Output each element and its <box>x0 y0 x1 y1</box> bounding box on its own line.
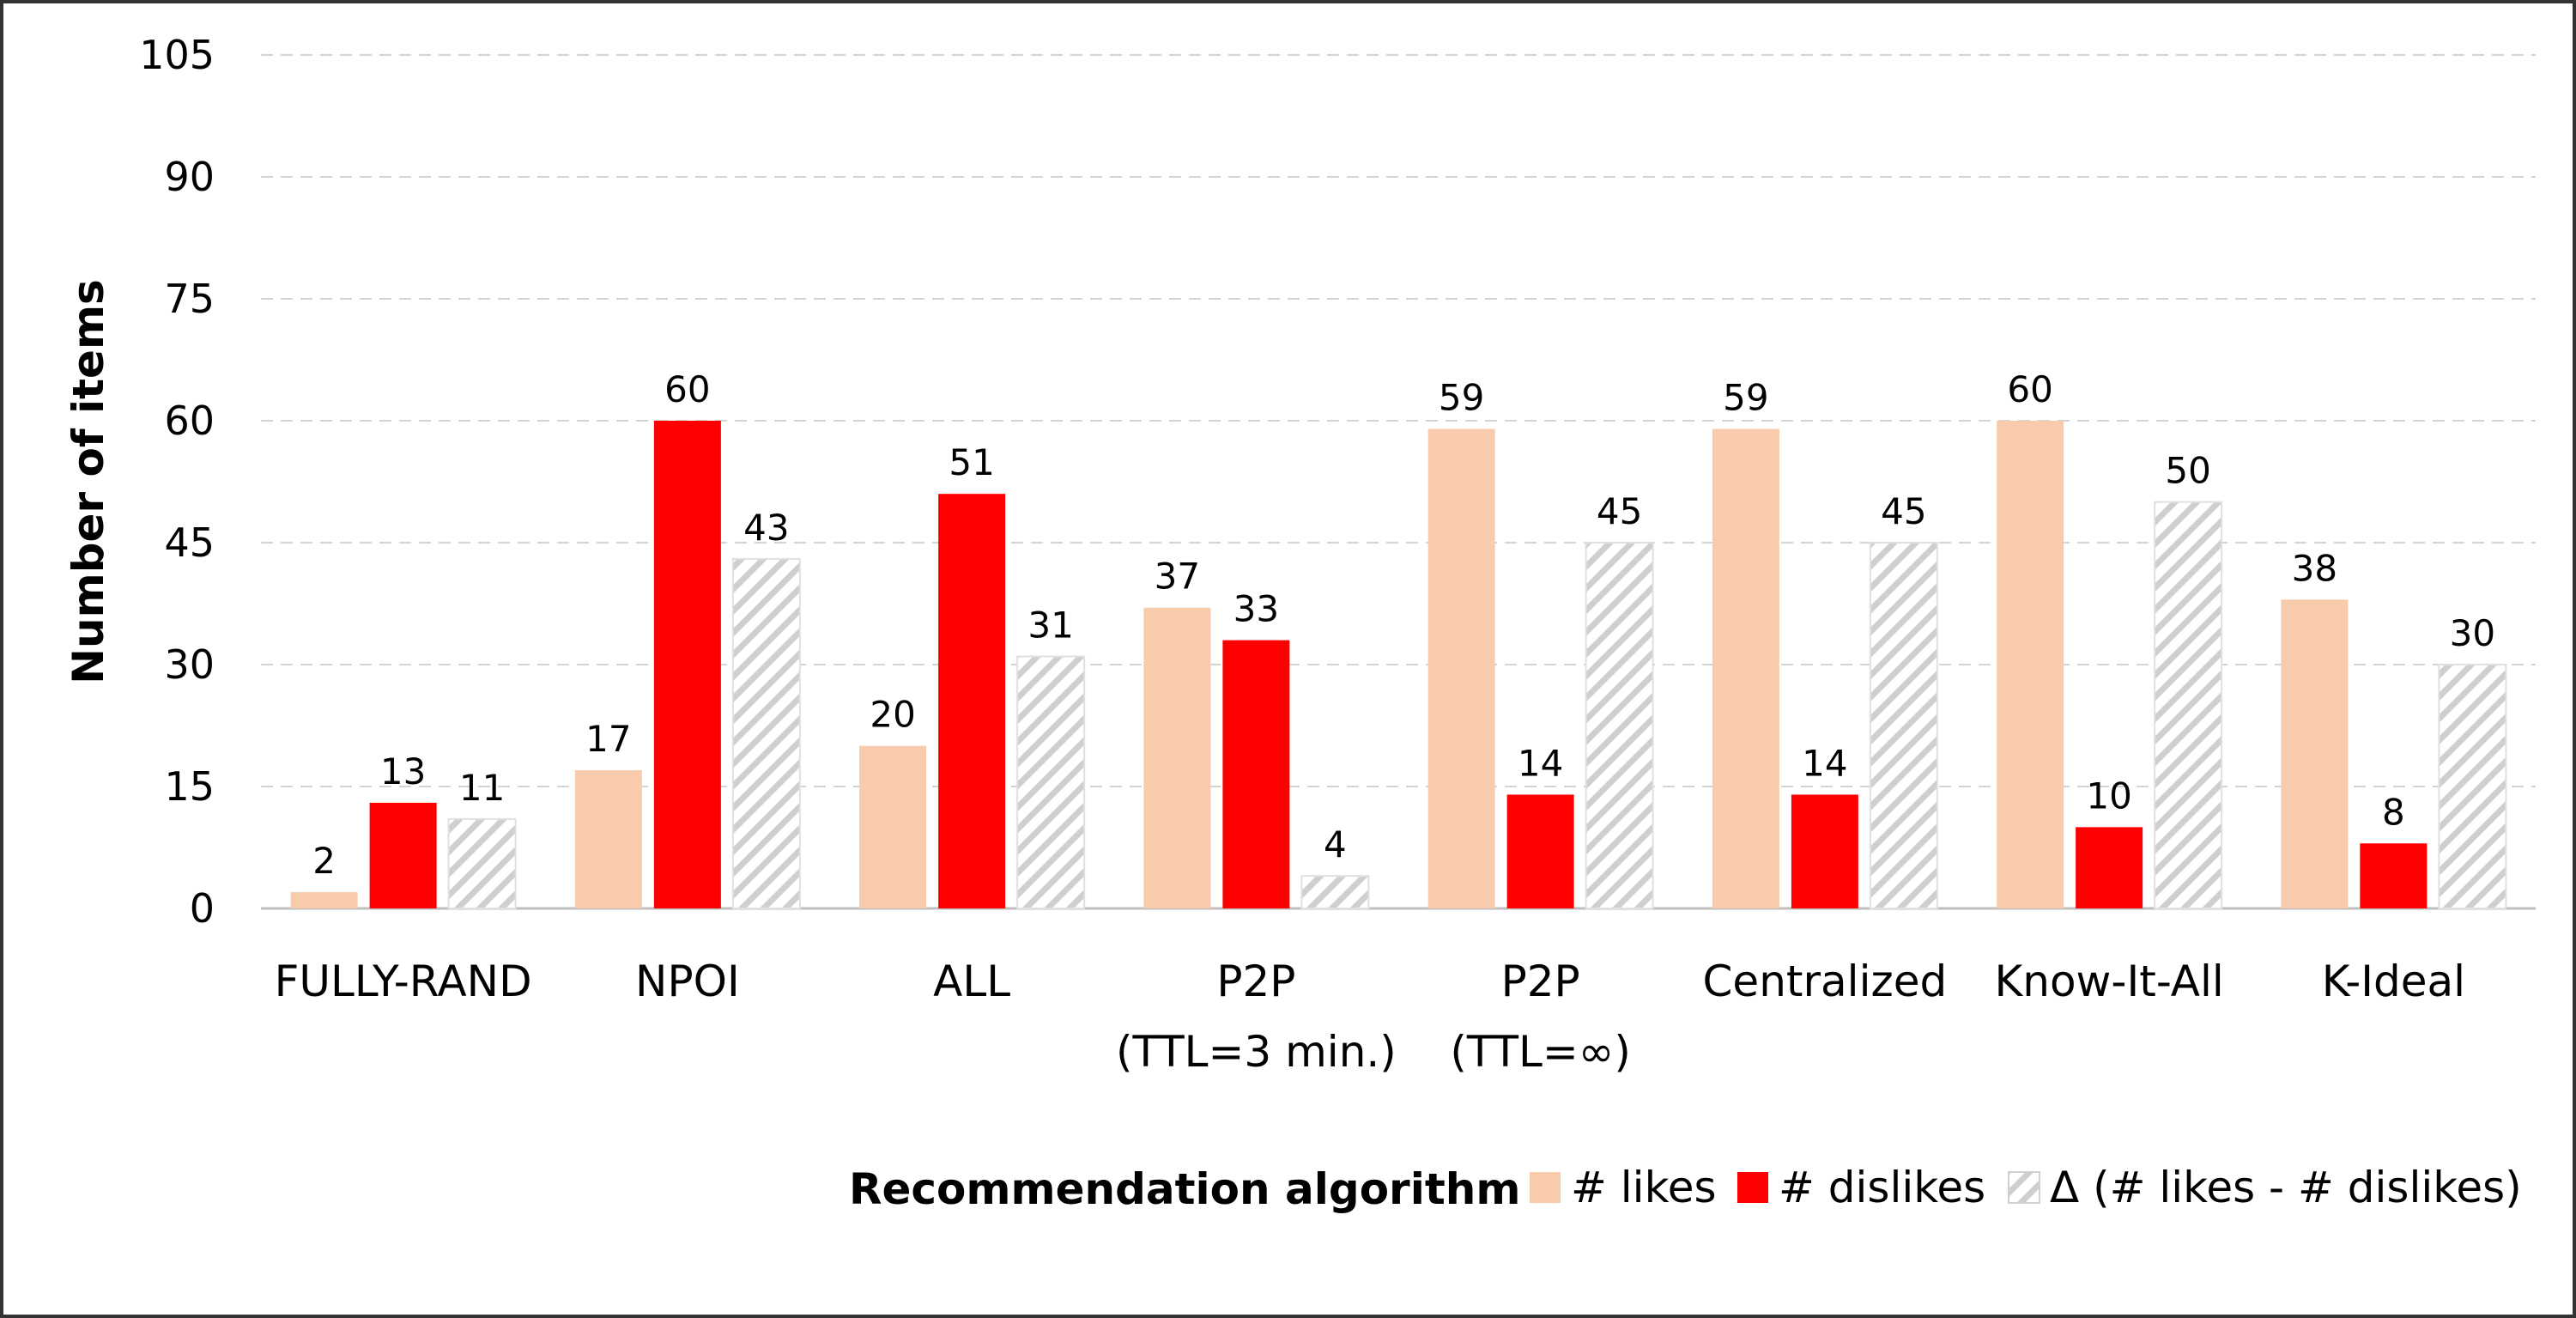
legend-swatch <box>1737 1172 1768 1203</box>
data-label: 50 <box>2165 450 2210 492</box>
data-label: 14 <box>1802 742 1847 784</box>
bar-likes <box>1712 428 1779 908</box>
bar-likes-dislikes <box>1585 542 1654 909</box>
bar-likes <box>574 770 642 908</box>
data-label: 31 <box>1027 604 1073 647</box>
bar-likes <box>1997 421 2064 908</box>
bars <box>290 421 2507 910</box>
bar-likes <box>1143 607 1211 908</box>
x-category-label: Know-It-All <box>1994 957 2223 1006</box>
bar-likes <box>1427 428 1495 908</box>
data-label: 59 <box>1723 376 1768 418</box>
bar-likes <box>2281 599 2349 908</box>
x-category-label: NPOI <box>635 957 740 1006</box>
bar-dislikes <box>1791 794 1858 908</box>
y-tick-label: 75 <box>164 276 215 322</box>
data-label: 60 <box>664 368 710 410</box>
data-label: 4 <box>1324 823 1347 866</box>
x-category-label: P2P <box>1501 957 1580 1006</box>
data-label: 59 <box>1439 376 1484 418</box>
bar-likes-dislikes <box>447 817 517 909</box>
y-tick-label: 105 <box>139 32 215 78</box>
data-label: 14 <box>1518 742 1563 784</box>
data-label: 30 <box>2450 612 2495 654</box>
data-label: 37 <box>1155 556 1200 598</box>
bar-likes-dislikes <box>1300 875 1370 910</box>
legend-title: Recommendation algorithm <box>849 1164 1520 1214</box>
data-label: 60 <box>2007 368 2052 410</box>
y-tick-label: 15 <box>164 763 215 810</box>
legend: Recommendation algorithm # likes # dislike… <box>849 1163 2522 1214</box>
x-category-label: (TTL=3 min.) <box>1116 1027 1397 1077</box>
x-category-label: FULLY-RAND <box>275 957 532 1006</box>
legend-swatch <box>2008 1171 2040 1204</box>
bar-dislikes <box>938 494 1006 908</box>
x-axis-labels: FULLY-RAND NPOI ALL P2P (TTL=3 min.) P2P (TTL=… <box>275 957 2465 1077</box>
x-category-label: P2P <box>1216 957 1295 1006</box>
data-label: 33 <box>1233 588 1279 630</box>
bar-dislikes <box>2360 843 2428 908</box>
legend-label: # dislikes <box>1779 1163 1985 1212</box>
data-label: 17 <box>585 718 631 760</box>
data-label: 10 <box>2086 774 2131 817</box>
bar-dislikes <box>1506 794 1574 908</box>
data-label: 51 <box>949 441 994 483</box>
data-label: 43 <box>743 507 789 549</box>
y-axis: 0 15 30 45 60 75 90 105 <box>139 32 2536 932</box>
data-label: 8 <box>2382 791 2405 833</box>
data-label: 2 <box>312 840 336 882</box>
data-label: 20 <box>870 694 915 736</box>
bar-likes-dislikes <box>2154 501 2223 910</box>
x-category-label: (TTL=∞) <box>1450 1027 1631 1077</box>
bar-dislikes <box>369 802 437 908</box>
y-tick-label: 0 <box>190 885 215 932</box>
y-tick-label: 30 <box>164 641 215 688</box>
x-category-label: Centralized <box>1703 957 1948 1006</box>
data-label: 45 <box>1881 490 1926 532</box>
data-label: 38 <box>2292 547 2337 589</box>
bar-likes-dislikes <box>731 557 801 910</box>
data-labels: 2 13 11 17 60 43 20 51 31 37 33 4 59 14 45 59 14 45 60 10 50… <box>312 368 2495 882</box>
y-axis-title: Number of items <box>64 279 113 684</box>
bar-dislikes <box>1222 640 1290 908</box>
bar-likes-dislikes <box>1016 655 1086 909</box>
bar-dislikes <box>2076 827 2143 908</box>
legend-swatch <box>1530 1172 1561 1203</box>
y-tick-label: 60 <box>164 398 215 444</box>
bar-likes <box>859 745 927 908</box>
x-category-label: ALL <box>933 957 1010 1006</box>
legend-label: Δ (# likes - # dislikes) <box>2050 1163 2522 1212</box>
y-tick-label: 45 <box>164 519 215 566</box>
legend-label: # likes <box>1571 1163 1717 1212</box>
bar-likes-dislikes <box>1869 542 1938 909</box>
data-label: 11 <box>459 767 505 809</box>
data-label: 45 <box>1597 490 1642 532</box>
x-category-label: K-Ideal <box>2322 957 2465 1006</box>
bar-likes <box>290 892 358 908</box>
gridlines <box>261 54 2536 787</box>
data-label: 13 <box>380 750 426 793</box>
bar-likes-dislikes <box>2438 664 2507 909</box>
y-tick-label: 90 <box>164 154 215 200</box>
bar-dislikes <box>653 421 721 908</box>
